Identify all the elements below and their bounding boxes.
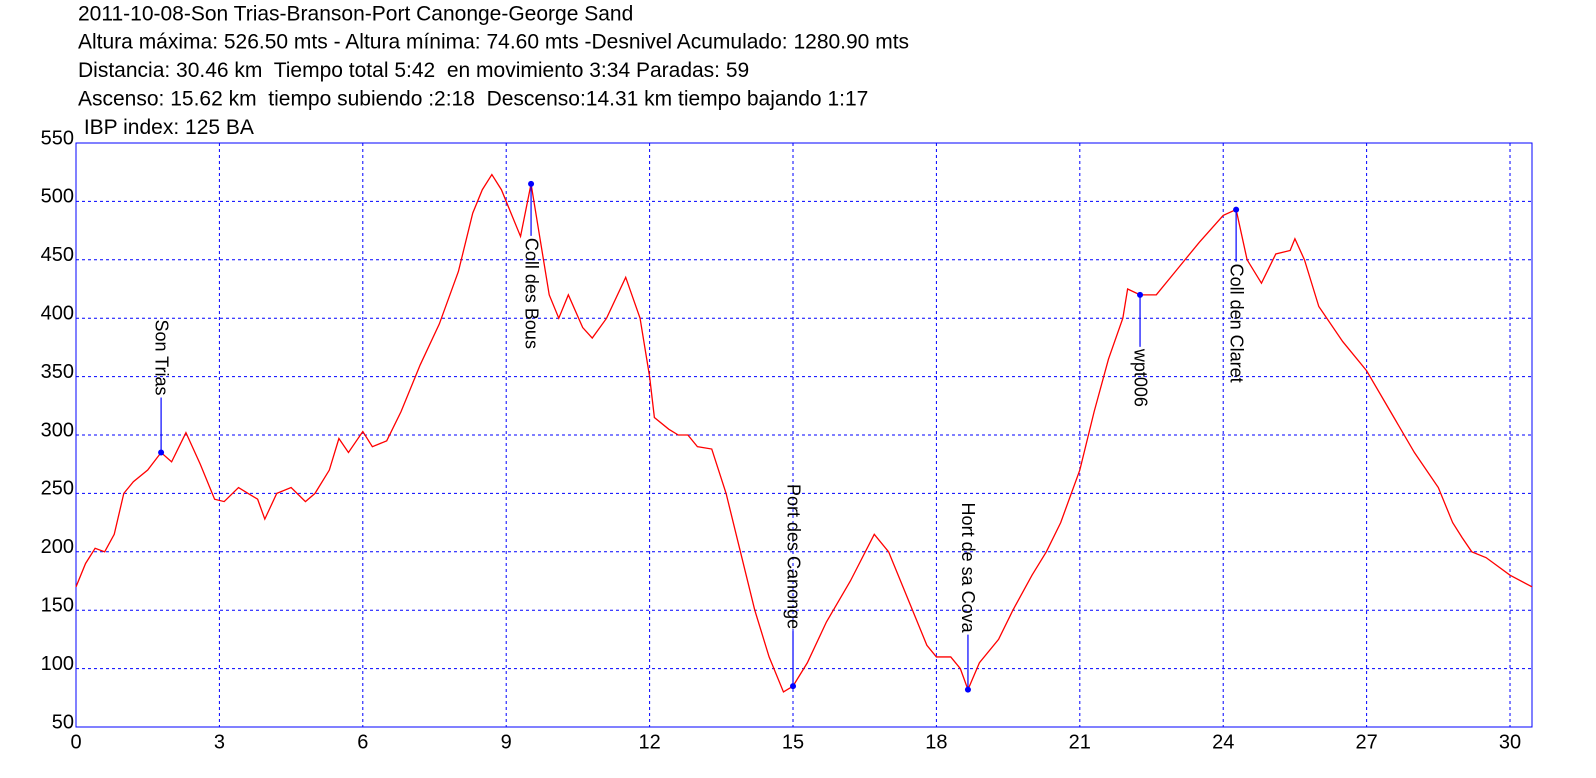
- waypoint-marker: [964, 686, 971, 693]
- y-tick-label: 450: [41, 244, 74, 266]
- x-tick-label: 6: [357, 731, 368, 753]
- waypoint-marker: [1233, 206, 1240, 213]
- waypoint-label: Coll den Claret: [1226, 264, 1246, 383]
- x-tick-label: 12: [638, 731, 660, 753]
- plot-frame: [75, 142, 1533, 728]
- y-tick-label: 100: [41, 653, 74, 675]
- waypoint-marker: [1137, 291, 1144, 298]
- x-tick-label: 30: [1499, 731, 1521, 753]
- y-tick-label: 50: [52, 711, 74, 733]
- x-tick-label: 24: [1212, 731, 1234, 753]
- x-tick-label: 3: [214, 731, 225, 753]
- y-tick-label: 150: [41, 594, 74, 616]
- subtitle-line: IBP index: 125 BA: [78, 116, 254, 139]
- y-tick-label: 400: [41, 302, 74, 324]
- x-tick-label: 18: [925, 731, 947, 753]
- waypoint-marker: [790, 683, 797, 690]
- y-tick-label: 500: [41, 186, 74, 208]
- waypoint-label: wpt006: [1130, 348, 1150, 407]
- waypoint-label: Son Trias: [151, 319, 171, 395]
- elevation-line: [75, 173, 1533, 693]
- waypoint-label: Port des Canonge: [783, 484, 803, 629]
- waypoint-label: Coll des Bous: [521, 238, 541, 349]
- chart-title: 2011-10-08-Son Trias-Branson-Port Canong…: [78, 3, 633, 26]
- waypoint-label: Hort de sa Cova: [958, 503, 978, 634]
- waypoint-marker: [158, 449, 165, 456]
- subtitle-line: Ascenso: 15.62 km tiempo subiendo :2:18 …: [78, 88, 868, 111]
- y-tick-label: 250: [41, 478, 74, 500]
- subtitle-line: Distancia: 30.46 km Tiempo total 5:42 en…: [78, 59, 749, 82]
- x-tick-label: 9: [501, 731, 512, 753]
- y-tick-label: 200: [41, 536, 74, 558]
- x-tick-label: 27: [1355, 731, 1377, 753]
- x-tick-label: 0: [70, 731, 81, 753]
- waypoint-marker: [528, 180, 535, 187]
- y-tick-label: 300: [41, 419, 74, 441]
- x-tick-label: 15: [782, 731, 804, 753]
- subtitle-line: Altura máxima: 526.50 mts - Altura mínim…: [78, 31, 909, 54]
- y-tick-label: 550: [41, 127, 74, 149]
- y-tick-label: 350: [41, 361, 74, 383]
- x-tick-label: 21: [1069, 731, 1091, 753]
